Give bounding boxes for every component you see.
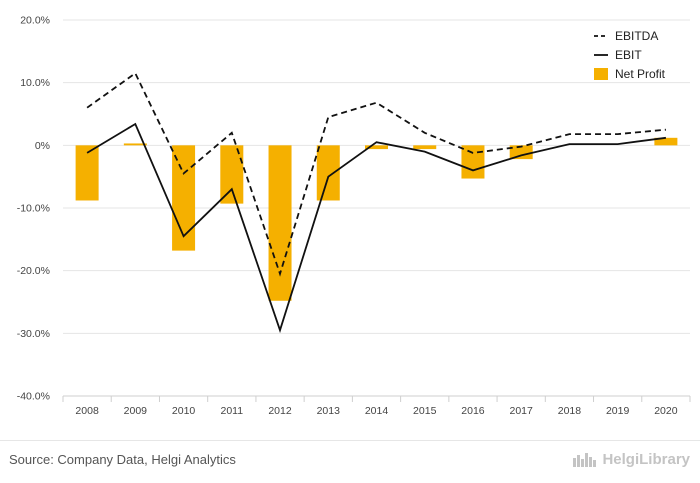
y-tick-label: -30.0%: [17, 328, 50, 340]
x-tick-label: 2011: [221, 405, 244, 417]
legend-label: Net Profit: [615, 67, 666, 81]
x-tick-label: 2014: [365, 405, 389, 417]
legend-swatch-net-profit: [594, 68, 608, 80]
x-tick-label: 2009: [124, 405, 148, 417]
x-tick-label: 2012: [268, 405, 292, 417]
bar-net-profit: [123, 143, 147, 146]
helgi-library-icon: [573, 453, 597, 467]
bar-net-profit: [461, 145, 485, 179]
y-tick-label: -40.0%: [17, 391, 50, 403]
y-tick-label: 0%: [35, 140, 50, 152]
source-note: Source: Company Data, Helgi Analytics: [9, 452, 236, 467]
bar-net-profit: [268, 145, 292, 301]
x-tick-label: 2015: [413, 405, 437, 417]
line-ebit: [86, 122, 667, 334]
bar-net-profit: [316, 145, 340, 201]
legend-label: EBIT: [615, 48, 642, 62]
x-tick-label: 2016: [461, 405, 485, 417]
bar-net-profit: [654, 137, 678, 146]
bar-net-profit: [413, 145, 437, 150]
x-tick-label: 2017: [510, 405, 534, 417]
legend-label: EBITDA: [615, 29, 658, 43]
y-tick-label: -10.0%: [17, 203, 50, 215]
y-tick-label: -20.0%: [17, 265, 50, 277]
y-tick-label: 20.0%: [20, 15, 50, 27]
x-tick-label: 2013: [317, 405, 341, 417]
y-tick-label: 10.0%: [20, 77, 50, 89]
x-tick-label: 2020: [654, 405, 678, 417]
x-tick-label: 2018: [558, 405, 582, 417]
logo-text: HelgiLibrary: [602, 450, 690, 468]
x-tick-label: 2008: [75, 405, 99, 417]
x-tick-label: 2019: [606, 405, 630, 417]
bar-net-profit: [220, 145, 244, 204]
bar-net-profit: [509, 145, 533, 160]
combo-chart: 20.0% 10.0% 0% -10.0% -20.0% -30.0% -40.0% 2008…: [17, 15, 691, 417]
helgi-library-logo[interactable]: HelgiLibrary: [572, 450, 690, 468]
bar-net-profit: [75, 145, 99, 201]
chart-area: 20.0% 10.0% 0% -10.0% -20.0% -30.0% -40.0% 2008…: [17, 15, 691, 417]
chart-footer: Source: Company Data, Helgi Analytics He…: [0, 440, 700, 483]
x-tick-label: 2010: [172, 405, 196, 417]
bar-net-profit: [365, 145, 388, 150]
line-ebitda: [86, 71, 666, 277]
